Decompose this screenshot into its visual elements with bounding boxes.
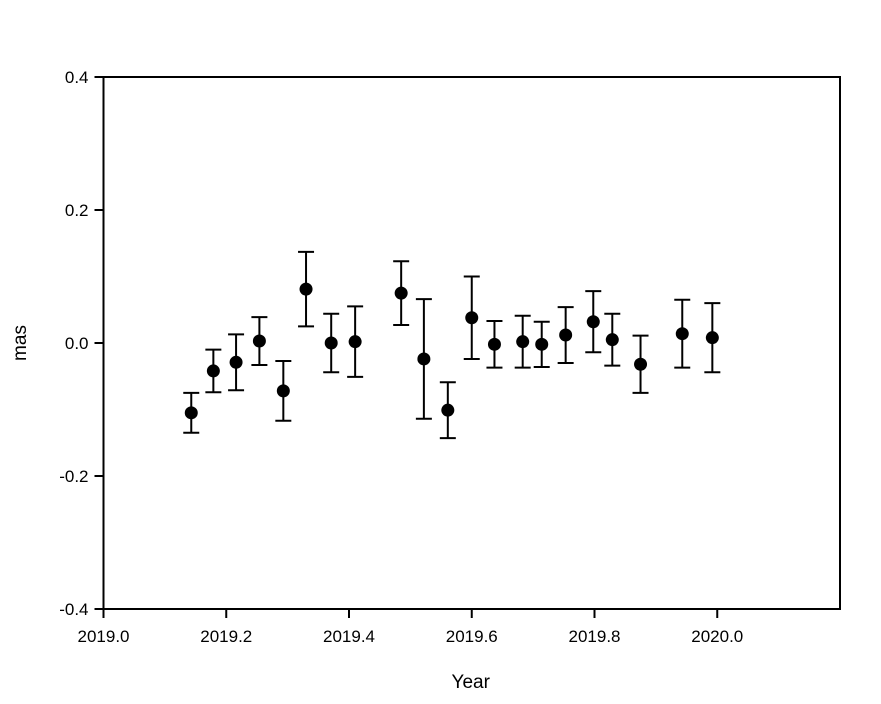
x-axis-ticks: 2019.0 2019.2 2019.4 2019.6 2019.8 2020.0 [78, 609, 743, 646]
y-axis-title: mas [10, 325, 31, 361]
data-point [184, 406, 198, 420]
data-point [299, 282, 313, 296]
data-point [276, 384, 290, 398]
data-point [229, 355, 243, 369]
data-point [417, 352, 431, 366]
data-points-group [184, 282, 719, 420]
y-tick-label: -0.4 [59, 600, 88, 619]
y-tick-label: 0.2 [65, 201, 89, 220]
data-point [634, 357, 648, 371]
x-tick-label: 2019.0 [78, 627, 130, 646]
x-axis-title: Year [452, 672, 491, 693]
data-point [252, 334, 266, 348]
data-point [487, 337, 501, 351]
data-point [535, 337, 549, 351]
data-point [605, 333, 619, 347]
data-point [586, 315, 600, 329]
x-tick-label: 2019.8 [569, 627, 621, 646]
y-axis-ticks: 0.4 0.2 0.0 -0.2 -0.4 [59, 68, 104, 619]
data-point [516, 335, 530, 349]
data-point [705, 331, 719, 345]
y-tick-label: -0.2 [59, 467, 88, 486]
data-point [441, 403, 455, 417]
data-point [394, 286, 408, 300]
data-point [675, 327, 689, 341]
y-tick-label: 0.4 [65, 68, 89, 87]
data-point [206, 364, 220, 378]
data-point [465, 311, 479, 325]
data-point [559, 328, 573, 342]
x-tick-label: 2019.6 [446, 627, 498, 646]
x-tick-label: 2020.0 [691, 627, 743, 646]
y-tick-label: 0.0 [65, 334, 89, 353]
data-point [324, 336, 338, 350]
x-tick-label: 2019.2 [200, 627, 252, 646]
x-tick-label: 2019.4 [323, 627, 375, 646]
error-bars-group [183, 250, 721, 440]
data-point [348, 335, 362, 349]
